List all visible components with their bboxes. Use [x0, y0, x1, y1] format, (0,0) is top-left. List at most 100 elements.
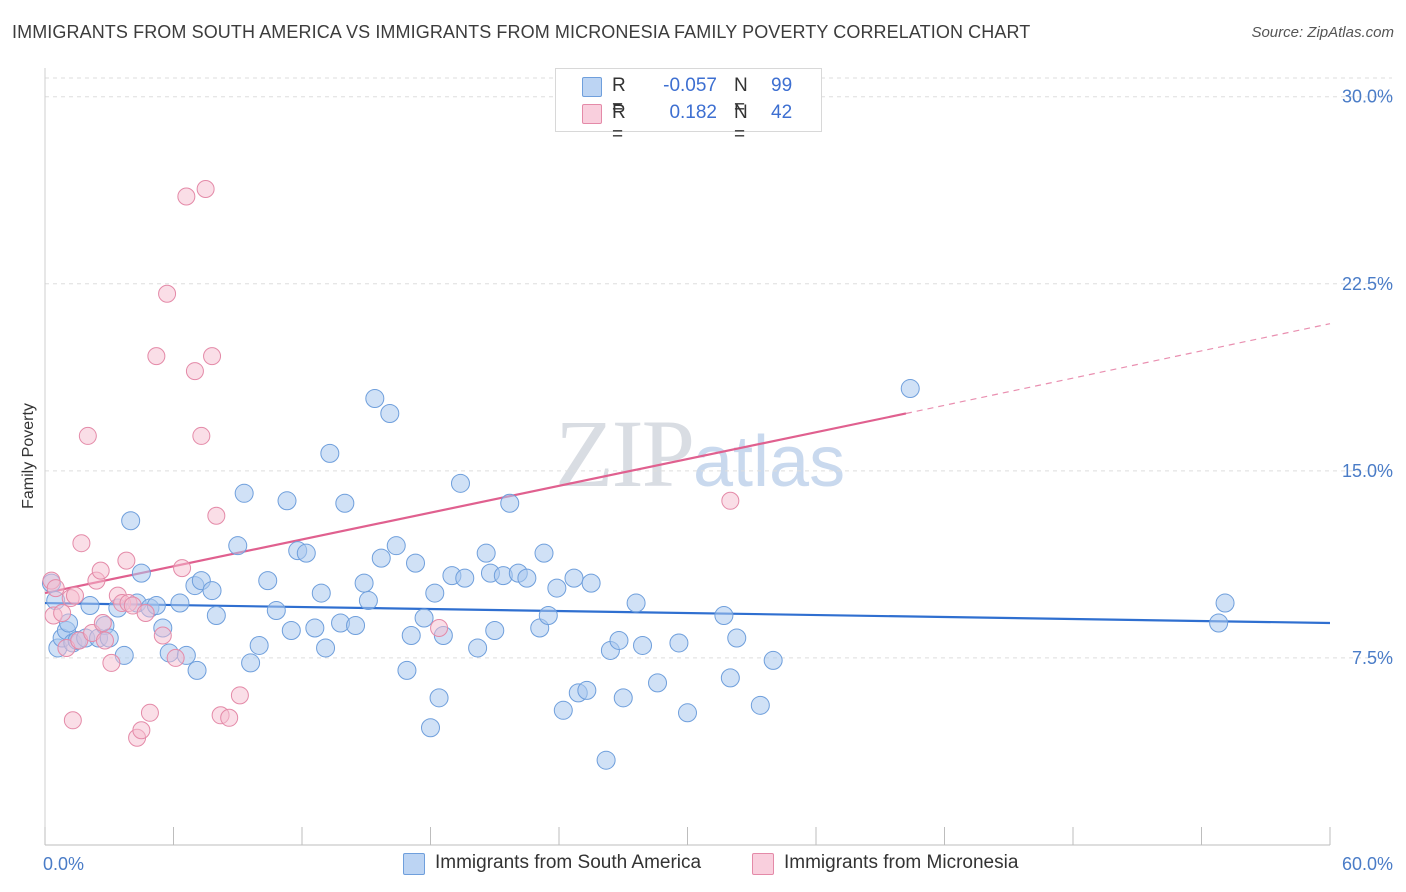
south-america-point[interactable]	[633, 635, 653, 655]
south-america-point[interactable]	[241, 653, 261, 673]
south-america-point[interactable]	[648, 673, 668, 693]
micronesia-point[interactable]	[173, 559, 192, 578]
south-america-point[interactable]	[320, 443, 340, 463]
south-america-point[interactable]	[316, 638, 336, 658]
south-america-point[interactable]	[397, 660, 417, 680]
south-america-point[interactable]	[202, 581, 222, 601]
micronesia-point[interactable]	[721, 491, 740, 510]
south-america-point[interactable]	[121, 511, 141, 531]
south-america-point[interactable]	[429, 688, 449, 708]
south-america-point[interactable]	[80, 596, 100, 616]
south-america-point[interactable]	[346, 616, 366, 636]
south-america-point[interactable]	[727, 628, 747, 648]
south-america-point[interactable]	[354, 573, 374, 593]
micronesia-point[interactable]	[220, 708, 239, 727]
y-tick-label: 30.0%	[1342, 87, 1393, 107]
micronesia-point[interactable]	[132, 721, 151, 740]
south-america-point[interactable]	[406, 553, 426, 573]
south-america-point[interactable]	[553, 700, 573, 720]
south-america-point[interactable]	[538, 606, 558, 626]
micronesia-point[interactable]	[95, 631, 114, 650]
south-america-point[interactable]	[414, 608, 434, 628]
south-america-point[interactable]	[763, 650, 783, 670]
south-america-point[interactable]	[581, 573, 601, 593]
south-america-point[interactable]	[476, 543, 496, 563]
micronesia-point[interactable]	[230, 686, 249, 705]
micronesia-point[interactable]	[53, 604, 72, 623]
r-label: R =	[612, 75, 626, 118]
south-america-point[interactable]	[258, 571, 278, 591]
south-america-point[interactable]	[455, 568, 475, 588]
south-america-point[interactable]	[311, 583, 331, 603]
south-america-point[interactable]	[450, 473, 470, 493]
micronesia-point[interactable]	[185, 362, 204, 381]
micronesia-point[interactable]	[153, 626, 172, 645]
south-america-point[interactable]	[131, 563, 151, 583]
south-america-point[interactable]	[358, 591, 378, 611]
south-america-point[interactable]	[468, 638, 488, 658]
micronesia-point[interactable]	[192, 426, 211, 445]
south-america-point[interactable]	[281, 620, 301, 640]
south-america-point[interactable]	[626, 593, 646, 613]
south-america-point[interactable]	[386, 536, 406, 556]
south-america-point[interactable]	[305, 618, 325, 638]
south-america-swatch	[582, 77, 602, 97]
south-america-point[interactable]	[609, 630, 629, 650]
south-america-point[interactable]	[613, 688, 633, 708]
south-america-point[interactable]	[335, 493, 355, 513]
south-america-point[interactable]	[187, 660, 207, 680]
micronesia-point[interactable]	[196, 179, 215, 198]
south-america-point[interactable]	[534, 543, 554, 563]
south-america-point[interactable]	[228, 536, 248, 556]
south-america-point[interactable]	[678, 703, 697, 723]
micronesia-point[interactable]	[140, 703, 159, 722]
south-america-point[interactable]	[720, 668, 740, 688]
micronesia-point[interactable]	[102, 653, 121, 672]
micronesia-point[interactable]	[147, 347, 166, 366]
south-america-point[interactable]	[714, 606, 734, 626]
south-america-point[interactable]	[266, 601, 286, 621]
south-america-point[interactable]	[547, 578, 567, 598]
south-america-point[interactable]	[421, 718, 440, 738]
micronesia-point[interactable]	[177, 187, 196, 206]
x-tick-label-min: 0.0%	[43, 854, 84, 874]
south-america-point[interactable]	[170, 593, 190, 613]
south-america-point[interactable]	[1209, 613, 1229, 633]
south-america-point[interactable]	[206, 606, 226, 626]
south-america-point[interactable]	[425, 583, 445, 603]
south-america-point[interactable]	[234, 483, 254, 503]
micronesia-point[interactable]	[93, 614, 112, 633]
micronesia-point[interactable]	[430, 618, 449, 637]
micronesia-point[interactable]	[158, 284, 177, 303]
micronesia-point[interactable]	[78, 426, 97, 445]
south-america-point[interactable]	[296, 543, 316, 563]
micronesia-point[interactable]	[91, 561, 110, 580]
south-america-point[interactable]	[564, 568, 584, 588]
south-america-point[interactable]	[277, 491, 297, 511]
south-america-point[interactable]	[669, 633, 689, 653]
micronesia-point[interactable]	[72, 534, 91, 553]
micronesia-point[interactable]	[117, 551, 136, 570]
south-america-point[interactable]	[500, 493, 520, 513]
micronesia-point[interactable]	[46, 579, 65, 598]
r-value: 0.182	[669, 102, 717, 123]
south-america-point[interactable]	[596, 750, 616, 770]
south-america-point[interactable]	[249, 635, 269, 655]
south-america-point[interactable]	[577, 680, 597, 700]
south-america-point[interactable]	[365, 389, 385, 409]
south-america-point[interactable]	[900, 379, 920, 399]
micronesia-point[interactable]	[203, 347, 222, 366]
south-america-point[interactable]	[1215, 593, 1235, 613]
micronesia-point[interactable]	[207, 506, 226, 525]
micronesia-point[interactable]	[136, 604, 155, 623]
micronesia-point[interactable]	[63, 711, 82, 730]
micronesia-point[interactable]	[65, 586, 84, 605]
south-america-point[interactable]	[401, 625, 421, 645]
micronesia-point[interactable]	[166, 648, 185, 667]
south-america-point[interactable]	[517, 568, 537, 588]
south-america-point[interactable]	[750, 695, 770, 715]
south-america-point[interactable]	[371, 548, 391, 568]
south-america-point[interactable]	[485, 620, 505, 640]
south-america-point[interactable]	[380, 403, 400, 423]
